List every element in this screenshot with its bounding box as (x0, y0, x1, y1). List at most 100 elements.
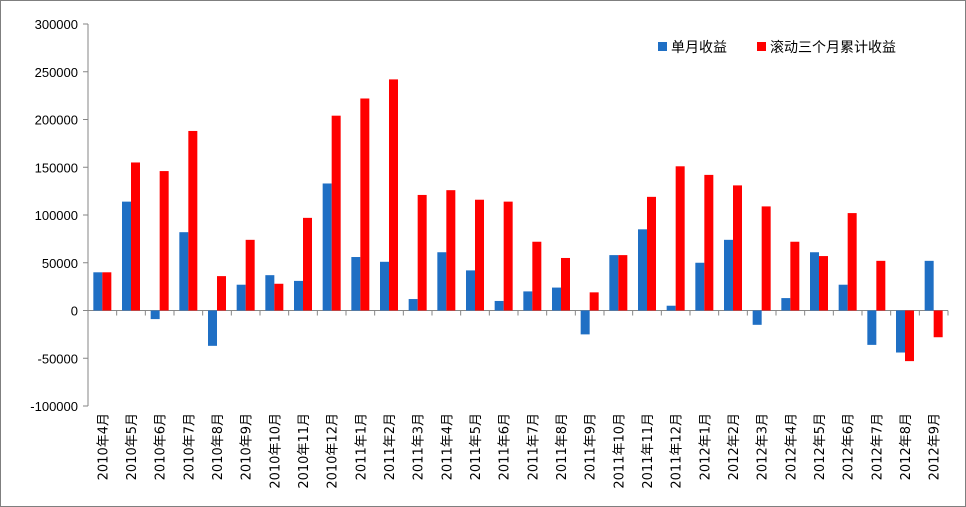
x-tick-label: 2010年6月 (154, 413, 169, 480)
bar-monthly-return (523, 291, 533, 311)
x-tick-label: 2012年5月 (813, 413, 828, 480)
bar-rolling-3m-return (188, 130, 198, 311)
bar-rolling-3m-return (274, 283, 284, 311)
x-tick-label: 2011年1月 (354, 413, 369, 480)
legend-item-monthly-return: 单月收益 (658, 40, 727, 56)
x-tick-label: 2012年9月 (928, 413, 943, 480)
x-axis-tick-labels: 2010年4月 2010年5月 2010年6月 2010年7月 2010年8月 2010年… (96, 413, 942, 489)
bar-rolling-3m-return (245, 239, 255, 311)
bar-monthly-return (896, 310, 905, 353)
bar-monthly-return (93, 272, 103, 311)
x-tick-label: 2010年7月 (182, 413, 197, 480)
x-tick-label: 2011年3月 (412, 413, 427, 480)
bars (93, 79, 943, 362)
bar-rolling-3m-return (790, 241, 800, 311)
x-tick-label: 2011年10月 (612, 413, 627, 489)
x-tick-label: 2010年8月 (211, 413, 226, 480)
y-tick-label: 250000 (35, 65, 78, 80)
bar-monthly-return (638, 229, 647, 311)
x-tick-label: 2011年12月 (670, 413, 685, 489)
x-tick-label: 2010年5月 (125, 413, 140, 480)
bar-monthly-return (724, 239, 733, 311)
bar-rolling-3m-return (102, 272, 112, 311)
bar-monthly-return (609, 255, 619, 311)
bar-monthly-return (208, 310, 217, 346)
bar-rolling-3m-return (905, 310, 914, 362)
bar-monthly-return (494, 300, 504, 311)
legend: 单月收益 滚动三个月累计收益 (658, 39, 896, 56)
x-tick-label: 2012年2月 (727, 413, 742, 480)
bar-rolling-3m-return (618, 255, 628, 311)
x-tick-label: 2012年1月 (698, 413, 713, 480)
bar-monthly-return (924, 260, 934, 311)
bar-monthly-return (380, 261, 389, 311)
bar-rolling-3m-return (360, 98, 370, 311)
y-tick-label: -100000 (30, 399, 78, 414)
bar-rolling-3m-return (761, 206, 771, 311)
bar-monthly-return (322, 183, 332, 311)
x-tick-label: 2011年8月 (555, 413, 570, 480)
bar-monthly-return (408, 299, 418, 311)
x-tick-label: 2010年10月 (268, 413, 283, 489)
x-tick-label: 2011年11月 (641, 413, 656, 489)
bar-rolling-3m-return (876, 260, 886, 311)
bar-monthly-return (810, 252, 819, 311)
bar-rolling-3m-return (733, 185, 742, 311)
bar-rolling-3m-return (933, 310, 943, 338)
x-tick-label: 2012年6月 (842, 413, 857, 480)
x-tick-label: 2012年7月 (870, 413, 885, 480)
bar-rolling-3m-return (331, 115, 341, 311)
x-tick-label: 2012年3月 (756, 413, 771, 480)
bar-monthly-return (666, 305, 676, 311)
bar-monthly-return (695, 262, 705, 311)
y-tick-label: 0 (71, 304, 78, 319)
axes (83, 23, 949, 407)
bar-monthly-return (466, 270, 475, 311)
bar-monthly-return (752, 310, 762, 325)
y-tick-label: 100000 (35, 208, 78, 223)
x-tick-label: 2011年6月 (498, 413, 513, 480)
bar-monthly-return (294, 280, 303, 311)
bar-rolling-3m-return (647, 196, 656, 311)
x-tick-label: 2010年11月 (297, 413, 312, 489)
bar-rolling-3m-return (389, 79, 398, 311)
legend-swatch (757, 42, 766, 51)
bar-rolling-3m-return (589, 292, 599, 311)
bar-monthly-return (867, 310, 877, 345)
bar-monthly-return (781, 298, 791, 311)
legend-label: 滚动三个月累计收益 (770, 39, 896, 56)
bar-rolling-3m-return (561, 257, 570, 311)
bar-rolling-3m-return (847, 213, 857, 311)
bar-rolling-3m-return (475, 199, 484, 311)
legend-item-rolling-3m-return: 滚动三个月累计收益 (757, 39, 896, 56)
bar-monthly-return (265, 275, 275, 311)
bar-rolling-3m-return (131, 162, 140, 311)
y-tick-label: 150000 (35, 160, 78, 175)
x-tick-label: 2010年12月 (326, 413, 341, 489)
x-tick-label: 2010年9月 (240, 413, 255, 480)
x-tick-label: 2011年4月 (440, 413, 455, 480)
x-tick-label: 2012年8月 (899, 413, 914, 480)
bar-rolling-3m-return (532, 241, 542, 311)
x-tick-label: 2011年7月 (526, 413, 541, 480)
x-tick-label: 2011年2月 (383, 413, 398, 480)
x-tick-label: 2010年4月 (96, 413, 111, 480)
legend-label: 单月收益 (671, 40, 727, 56)
bar-monthly-return (580, 310, 590, 335)
y-tick-label: -50000 (38, 351, 78, 366)
bar-rolling-3m-return (503, 201, 513, 311)
legend-swatch (658, 42, 667, 51)
bar-rolling-3m-return (217, 276, 226, 311)
bar-rolling-3m-return (446, 190, 456, 311)
bar-rolling-3m-return (159, 171, 169, 311)
x-tick-label: 2011年5月 (469, 413, 484, 480)
y-tick-label: 300000 (35, 17, 78, 32)
bar-monthly-return (437, 252, 447, 311)
y-tick-label: 200000 (35, 113, 78, 128)
x-tick-label: 2011年9月 (584, 413, 599, 480)
bar-monthly-return (150, 310, 160, 320)
bar-rolling-3m-return (675, 166, 685, 311)
bar-rolling-3m-return (704, 174, 714, 311)
